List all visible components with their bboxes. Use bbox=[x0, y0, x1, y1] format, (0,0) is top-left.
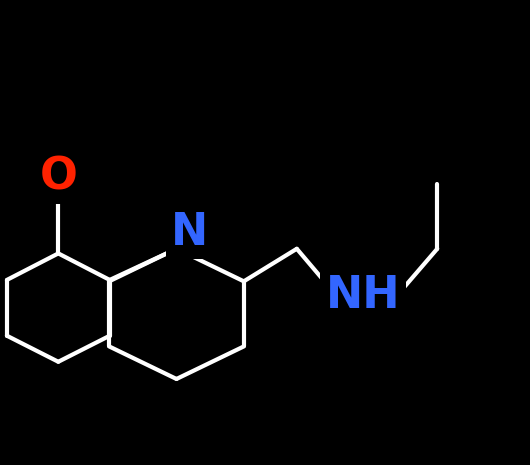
Text: NH: NH bbox=[326, 274, 400, 317]
Text: O: O bbox=[39, 155, 77, 198]
Text: N: N bbox=[171, 211, 208, 254]
